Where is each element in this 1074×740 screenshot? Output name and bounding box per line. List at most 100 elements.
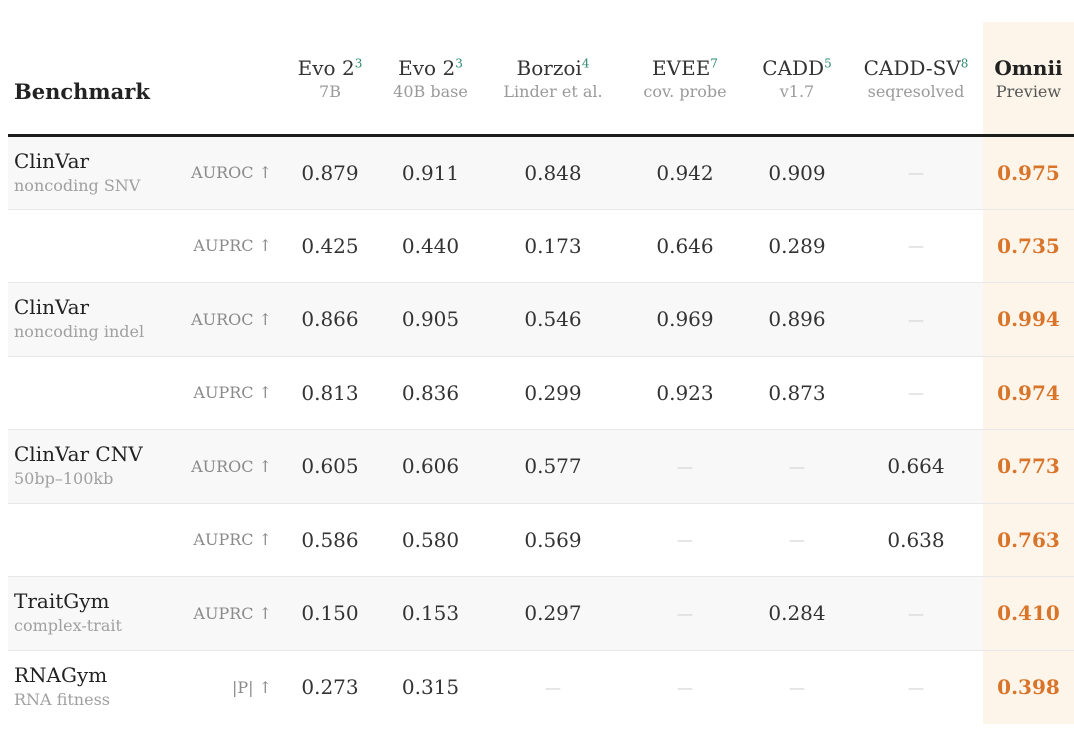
benchmark-cell: ClinVar noncoding SNV — [8, 135, 174, 210]
header-col-sub: v1.7 — [779, 82, 815, 101]
table-row: AUPRC ↑ 0.586 0.580 0.569— —0.638 0.763 — [8, 503, 1074, 577]
header-col-ref: 7 — [710, 56, 718, 71]
empty-score-cell: — — [849, 135, 983, 210]
table-row: TraitGym complex-trait AUPRC ↑ 0.150 0.153 0.… — [8, 576, 1074, 651]
header-col-name: Evo 23 — [380, 55, 481, 81]
empty-score-cell: — — [625, 576, 745, 651]
table-header: Benchmark Evo 23 7B Evo 23 40B base Borz… — [8, 22, 1074, 137]
score-cell: 0.646 — [625, 209, 745, 283]
score-cell: 0.586 — [280, 503, 380, 577]
header-benchmark: Benchmark — [8, 22, 174, 137]
empty-score-cell: — — [545, 677, 561, 697]
header-col-name: CADD-SV8 — [849, 55, 983, 81]
score-cell: 0.873 — [745, 356, 849, 430]
score-cell: 0.848 — [481, 135, 625, 210]
score-cell: 0.150 — [280, 576, 380, 651]
metric-label: AUPRC ↑ — [174, 209, 280, 283]
empty-score-cell: — — [849, 209, 983, 283]
score-cell: 0.905 — [380, 282, 481, 357]
score-cell: 0.606 — [380, 429, 481, 504]
header-col-cadd-sv: CADD-SV8 seqresolved — [849, 22, 983, 137]
benchmark-name: ClinVar — [14, 295, 90, 320]
benchmark-cell — [8, 209, 174, 283]
score-cell: 0.638 — [849, 503, 983, 577]
empty-score-cell: — — [849, 282, 983, 357]
omnii-score-cell: 0.398 — [983, 650, 1074, 724]
benchmark-cell: RNAGym RNA fitness — [8, 650, 174, 724]
omnii-score-cell: 0.410 — [983, 576, 1074, 651]
metric-label: AUPRC ↑ — [174, 576, 280, 651]
benchmark-subtitle: noncoding indel — [14, 322, 145, 342]
benchmark-subtitle: noncoding SNV — [14, 175, 141, 195]
score-cell: 0.273 — [301, 675, 359, 699]
omnii-score-cell: 0.735 — [983, 209, 1074, 283]
header-col-name: Omnii — [994, 56, 1063, 80]
score-cell: 0.440 — [380, 209, 481, 283]
score-cell: 0.173 — [481, 209, 625, 283]
metric-label: AUROC ↑ — [174, 429, 280, 504]
benchmark-cell: ClinVar noncoding indel — [8, 282, 174, 357]
header-col-ref: 3 — [354, 56, 363, 71]
benchmark-subtitle: 50bp–100kb — [14, 469, 114, 489]
score-cell: 0.909 — [745, 135, 849, 210]
header-col-sub: Linder et al. — [503, 82, 603, 101]
header-col-sub: 40B base — [393, 82, 468, 101]
score-cell: 0.546 — [481, 282, 625, 357]
benchmark-cell — [8, 503, 174, 577]
header-col-omnii: Omnii Preview — [983, 22, 1074, 137]
score-cell: 0.297 — [481, 576, 625, 651]
header-col-cadd: CADD5 v1.7 — [745, 22, 849, 137]
header-col-ref: 3 — [455, 56, 463, 71]
header-col-name-text: CADD — [762, 56, 825, 80]
header-col-name-text: CADD-SV — [863, 56, 961, 80]
score-cell: 0.923 — [625, 356, 745, 430]
score-cell: 0.299 — [481, 356, 625, 430]
table-row: ClinVar noncoding SNV AUROC ↑ 0.879 0.911 0.8… — [8, 135, 1074, 210]
benchmark-table: Benchmark Evo 23 7B Evo 23 40B base Borz… — [8, 22, 1074, 724]
benchmark-subtitle: RNA fitness — [14, 690, 110, 709]
header-col-ref: 8 — [960, 56, 969, 71]
table-body: ClinVar noncoding SNV AUROC ↑ 0.879 0.911 0.8… — [8, 135, 1074, 724]
header-col-sub: Preview — [995, 82, 1062, 101]
header-col-sub: cov. probe — [643, 82, 727, 101]
omnii-score-cell: 0.773 — [983, 429, 1074, 504]
table-row: ClinVar noncoding indel AUROC ↑ 0.866 0.905 0… — [8, 282, 1074, 357]
empty-score-cell: — — [677, 677, 693, 697]
header-col-name-text: EVEE — [652, 56, 711, 80]
table-row: RNAGym RNA fitness |P| ↑ 0.273 0.315 — — — — 0.39… — [8, 650, 1074, 724]
metric-label: AUROC ↑ — [174, 135, 280, 210]
empty-score-cell: — — [789, 677, 805, 697]
header-col-sub: 7B — [319, 82, 341, 101]
omnii-score-cell: 0.763 — [983, 503, 1074, 577]
empty-score-cell: — — [625, 503, 745, 577]
empty-score-cell: — — [849, 576, 983, 651]
score-cell: 0.879 — [280, 135, 380, 210]
benchmark-name: TraitGym — [14, 589, 110, 614]
header-col-evee: EVEE7 cov. probe — [625, 22, 745, 137]
header-col-name-text: Evo 2 — [297, 56, 355, 80]
score-cell: 0.836 — [380, 356, 481, 430]
empty-score-cell: — — [908, 677, 924, 697]
header-col-sub: seqresolved — [867, 82, 965, 101]
score-cell: 0.425 — [280, 209, 380, 283]
metric-label: AUPRC ↑ — [174, 503, 280, 577]
benchmark-name: ClinVar CNV — [14, 442, 143, 467]
header-col-ref: 5 — [824, 56, 832, 71]
header-col-borzoi: Borzoi4 Linder et al. — [481, 22, 625, 137]
score-cell: 0.969 — [625, 282, 745, 357]
metric-label: AUROC ↑ — [174, 282, 280, 357]
metric-label: AUPRC ↑ — [174, 356, 280, 430]
score-cell: 0.911 — [380, 135, 481, 210]
score-cell: 0.580 — [380, 503, 481, 577]
header-metric — [174, 22, 280, 137]
score-cell: 0.315 — [401, 675, 460, 699]
score-cell: 0.866 — [280, 282, 380, 357]
header-col-ref: 4 — [581, 56, 590, 71]
benchmark-cell — [8, 356, 174, 430]
benchmark-name: ClinVar — [14, 148, 90, 173]
benchmark-name: RNAGym — [14, 663, 108, 687]
score-cell: 0.289 — [745, 209, 849, 283]
score-cell: 0.813 — [280, 356, 380, 430]
benchmark-subtitle: complex-trait — [14, 616, 122, 636]
